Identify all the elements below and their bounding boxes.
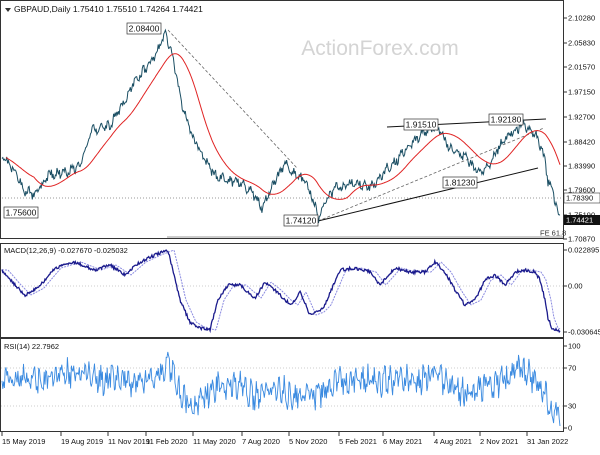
x-tick: 15 May 2019 [1, 432, 45, 446]
annotation-box [442, 176, 478, 189]
rsi-plot [1, 351, 563, 427]
svg-text:30: 30 [568, 402, 576, 411]
svg-text:100: 100 [568, 342, 581, 351]
price-y-axis: 2.10280 2.05830 2.01570 1.97150 1.92700 … [563, 14, 600, 244]
x-tick: 7 Aug 2020 [241, 432, 280, 446]
macd-signal-series [2, 249, 561, 331]
price-annotations: 2.08400 1.91510 1.92180 1.81230 1.75600 … [3, 22, 566, 238]
svg-text:4 Aug 2021: 4 Aug 2021 [434, 437, 472, 446]
svg-text:0.022895: 0.022895 [568, 246, 599, 255]
svg-text:1.83990: 1.83990 [568, 162, 595, 171]
annotation-high: 2.08400 [129, 24, 160, 34]
current-price-text: 1.74421 [566, 216, 593, 225]
y-tick: 1.92700 [563, 113, 595, 122]
svg-text:0.00: 0.00 [568, 282, 583, 291]
annotation-low-2: 1.74120 [286, 216, 317, 226]
x-tick: 6 May 2021 [382, 432, 422, 446]
macd-title: MACD(12,26,9) -0.027670 -0.025032 [4, 246, 128, 255]
svg-text:19 Aug 2019: 19 Aug 2019 [61, 437, 103, 446]
y-tick: 2.01570 [563, 63, 595, 72]
annotation-box [126, 22, 162, 35]
annotation-peak-2: 1.92180 [491, 115, 522, 125]
x-tick: 2 Nov 2021 [479, 432, 518, 446]
macd-y-axis: 0.022895 0.00 -0.030645 [563, 246, 600, 337]
y-tick: -0.030645 [563, 328, 600, 337]
y-tick: 0 [563, 424, 572, 433]
y-tick: 1.83990 [563, 162, 595, 171]
x-tick: 11 Feb 2020 [145, 432, 188, 446]
trendline-lower [317, 167, 539, 222]
x-tick: 5 Nov 2020 [288, 432, 327, 446]
symbol-header: GBPAUD,Daily 1.75410 1.75510 1.74264 1.7… [14, 4, 203, 14]
dropdown-arrow-icon[interactable] [5, 8, 11, 12]
y-tick: 1.97150 [563, 88, 595, 97]
y-tick: 0.022895 [563, 246, 599, 255]
svg-text:1.92700: 1.92700 [568, 113, 595, 122]
x-axis: 15 May 2019 19 Aug 2019 11 Nov 2019 11 F… [1, 432, 568, 446]
rsi-y-axis: 100 70 30 0 [563, 342, 581, 433]
svg-text:-0.030645: -0.030645 [568, 328, 600, 337]
svg-text:1.70870: 1.70870 [568, 235, 595, 244]
svg-text:1.97150: 1.97150 [568, 88, 595, 97]
svg-text:11 Nov 2019: 11 Nov 2019 [108, 437, 150, 446]
y-tick: 1.88420 [563, 138, 595, 147]
svg-text:0: 0 [568, 424, 572, 433]
macd-series [1, 249, 561, 334]
fe-label: FE 61.8 [540, 229, 566, 238]
y-tick: 1.79600 [563, 186, 595, 195]
y-tick: 2.05830 [563, 39, 595, 48]
current-price-tag [564, 215, 600, 225]
watermark: ActionForex.com [301, 37, 459, 60]
svg-text:2.10280: 2.10280 [568, 14, 595, 23]
annotation-neckline: 1.81230 [445, 178, 476, 188]
svg-text:7 Aug 2020: 7 Aug 2020 [242, 437, 280, 446]
svg-text:5 Nov 2020: 5 Nov 2020 [289, 437, 327, 446]
svg-text:5 Feb 2021: 5 Feb 2021 [339, 437, 377, 446]
x-tick: 31 Jan 2022 [526, 432, 568, 446]
sma-series [5, 53, 561, 200]
svg-text:70: 70 [568, 364, 576, 373]
annotation-box [403, 118, 439, 131]
svg-text:2 Nov 2021: 2 Nov 2021 [480, 437, 518, 446]
price-panel [0, 0, 564, 239]
projection-line [167, 29, 298, 169]
y-tick: 2.10280 [563, 14, 595, 23]
x-tick: 11 Nov 2019 [107, 432, 150, 446]
annotation-box [488, 113, 524, 126]
y-tick: 1.70870 [563, 235, 595, 244]
y-tick: 100 [563, 342, 581, 351]
svg-text:11 Feb 2020: 11 Feb 2020 [146, 437, 188, 446]
rsi-panel [0, 338, 564, 432]
annotation-box [283, 214, 319, 227]
rsi-series [1, 351, 561, 427]
y-tick: 30 [563, 402, 576, 411]
level-tag-text: 1.78390 [566, 194, 593, 203]
svg-text:1.79600: 1.79600 [568, 186, 595, 195]
annotation-box [3, 206, 39, 219]
svg-text:6 May 2021: 6 May 2021 [383, 437, 422, 446]
macd-plot [1, 249, 563, 334]
svg-text:2.05830: 2.05830 [568, 39, 595, 48]
price-series [1, 28, 561, 224]
svg-text:11 May 2020: 11 May 2020 [193, 437, 236, 446]
x-tick: 19 Aug 2019 [60, 432, 103, 446]
level-tag [563, 192, 600, 204]
svg-text:31 Jan 2022: 31 Jan 2022 [527, 437, 568, 446]
svg-text:1.88420: 1.88420 [568, 138, 595, 147]
svg-text:15 May 2019: 15 May 2019 [2, 437, 45, 446]
x-tick: 11 May 2020 [192, 432, 236, 446]
x-tick: 5 Feb 2021 [338, 432, 377, 446]
x-tick: 4 Aug 2021 [433, 432, 472, 446]
y-tick: 70 [563, 364, 576, 373]
annotation-low-1: 1.75600 [6, 208, 37, 218]
y-tick: 0.00 [563, 282, 583, 291]
annotation-peak-1: 1.91510 [406, 120, 437, 130]
svg-text:2.01570: 2.01570 [568, 63, 595, 72]
rsi-title: RSI(14) 22.7962 [4, 342, 59, 351]
channel-dashed-line [317, 127, 545, 222]
